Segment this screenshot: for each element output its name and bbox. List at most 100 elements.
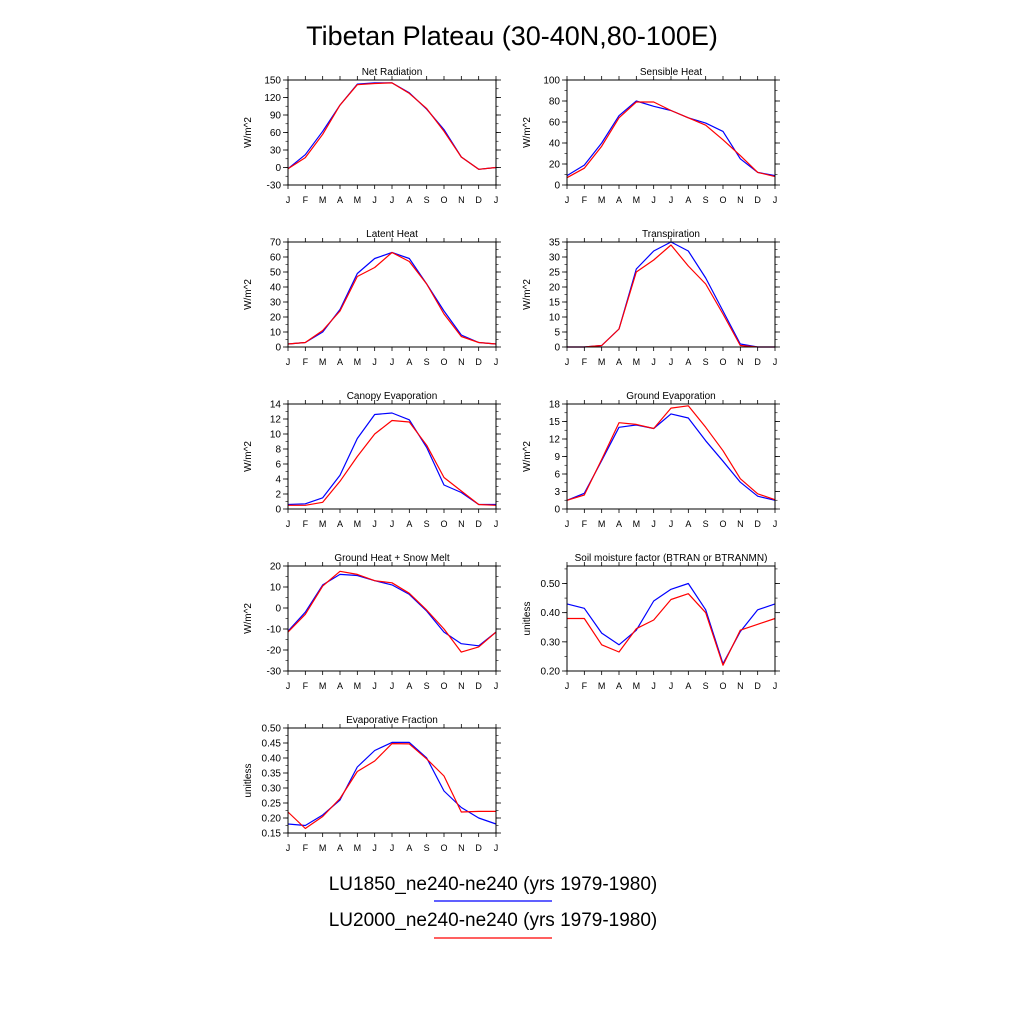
panel-4-xtick-label: M: [598, 357, 606, 367]
panel-9-title: Evaporative Fraction: [346, 715, 438, 726]
panel-3-series-lu2000: [287, 251, 497, 345]
panel-4-xtick-label: M: [633, 357, 641, 367]
panel-2-ytick-label: 40: [549, 139, 561, 150]
panel-2-xtick-label: N: [737, 195, 744, 205]
panel-1-title: Net Radiation: [362, 67, 423, 78]
panel-6-xtick-label: J: [669, 519, 674, 529]
panel-2-xtick-label: M: [633, 195, 641, 205]
panel-4-xtick-label: O: [719, 357, 726, 367]
panel-1-ytick-label: 30: [270, 146, 282, 157]
panel-3-ytick-label: 50: [270, 268, 282, 279]
panel-8-xtick-label: J: [651, 681, 656, 691]
panel-8-xtick-label: J: [669, 681, 674, 691]
panel-8-xtick-label: J: [565, 681, 570, 691]
panel-5-ytick-label: 10: [270, 430, 282, 441]
panel-5-series-lu1850: [287, 412, 496, 506]
panel-2-ylabel: W/m^2: [522, 117, 533, 148]
panel-6-ytick-label: 6: [554, 470, 560, 481]
panel-9-ytick-label: 0.25: [262, 799, 282, 810]
panel-7-xtick-label: M: [319, 681, 327, 691]
panel-7-series-lu2000: [287, 570, 497, 653]
panel-2-series-lu2000: [566, 101, 776, 179]
panel-3-ytick-label: 20: [270, 313, 282, 324]
panel-4-xtick-label: D: [754, 357, 761, 367]
panel-6-ytick-label: 12: [549, 435, 561, 446]
panel-6-xtick-label: O: [719, 519, 726, 529]
panel-5-ytick-label: 6: [275, 460, 281, 471]
panel-6-xtick-label: F: [582, 519, 588, 529]
panel-2-ytick-label: 20: [549, 160, 561, 171]
panel-6-ytick-label: 15: [549, 417, 561, 428]
panel-9-xtick-label: M: [319, 843, 327, 853]
panel-2-xtick-label: D: [754, 195, 761, 205]
panel-7-title: Ground Heat + Snow Melt: [334, 553, 450, 564]
panel-3-xtick-label: A: [406, 357, 412, 367]
panel-5-ytick-label: 14: [270, 400, 282, 411]
panel-5-xtick-label: A: [406, 519, 412, 529]
panel-4-xtick-label: F: [582, 357, 588, 367]
panel-7-ytick-label: 0: [275, 604, 281, 615]
panel-4-ytick-label: 0: [554, 343, 560, 354]
panel-9-ytick-label: 0.45: [262, 739, 282, 750]
panel-1-xtick-label: O: [440, 195, 447, 205]
panel-1-xtick-label: N: [458, 195, 465, 205]
panel-5-xtick-label: O: [440, 519, 447, 529]
panel-6-xtick-label: D: [754, 519, 761, 529]
panel-7-xtick-label: J: [372, 681, 377, 691]
panel-5-ytick-label: 0: [275, 505, 281, 516]
panel-1-xtick-label: J: [390, 195, 395, 205]
panel-3-ytick-label: 10: [270, 328, 282, 339]
panel-5-xtick-label: A: [337, 519, 343, 529]
panel-4-xtick-label: S: [703, 357, 709, 367]
panel-6-xtick-label: N: [737, 519, 744, 529]
panel-8-ytick-label: 0.20: [541, 667, 561, 678]
panel-9-xtick-label: A: [406, 843, 412, 853]
panel-8-xtick-label: D: [754, 681, 761, 691]
panel-1-xtick-label: D: [475, 195, 482, 205]
panel-2-ytick-label: 100: [543, 76, 560, 87]
panel-7-ylabel: W/m^2: [243, 603, 254, 634]
panel-2-ytick-label: 80: [549, 97, 561, 108]
panel-5-ytick-label: 12: [270, 415, 282, 426]
panel-9-xtick-label: J: [286, 843, 291, 853]
panel-7-ytick-label: 20: [270, 562, 282, 573]
panel-8-ytick-label: 0.40: [541, 608, 561, 619]
panel-9-ytick-label: 0.20: [262, 814, 282, 825]
panel-5-ylabel: W/m^2: [243, 441, 254, 472]
panel-1-xtick-label: A: [406, 195, 412, 205]
panel-4-ytick-label: 10: [549, 313, 561, 324]
panel-7-ytick-label: 10: [270, 583, 282, 594]
panel-8-ytick-label: 0.30: [541, 637, 561, 648]
panel-6-title: Ground Evaporation: [626, 391, 716, 402]
panel-5-xtick-label: F: [303, 519, 309, 529]
panel-1-ytick-label: 60: [270, 128, 282, 139]
panel-3-ytick-label: 40: [270, 283, 282, 294]
panel-9-xtick-label: M: [354, 843, 362, 853]
panel-1-xtick-label: J: [372, 195, 377, 205]
panel-4-xtick-label: A: [616, 357, 622, 367]
panel-8-xtick-label: M: [598, 681, 606, 691]
panel-2-xtick-label: J: [669, 195, 674, 205]
panel-4-ylabel: W/m^2: [522, 279, 533, 310]
panel-4-xtick-label: J: [669, 357, 674, 367]
panel-7-xtick-label: O: [440, 681, 447, 691]
panel-6-ytick-label: 0: [554, 505, 560, 516]
panel-3-xtick-label: A: [337, 357, 343, 367]
panel-2-xtick-label: A: [616, 195, 622, 205]
panel-9-ylabel: unitless: [243, 764, 254, 798]
panel-7-ytick-label: -20: [267, 646, 282, 657]
panel-2-xtick-label: J: [773, 195, 778, 205]
panel-4-series-lu2000: [567, 244, 775, 348]
panel-2-ytick-label: 60: [549, 118, 561, 129]
panel-9-ytick-label: 0.30: [262, 784, 282, 795]
panel-3-ytick-label: 30: [270, 298, 282, 309]
panel-7-xtick-label: J: [390, 681, 395, 691]
panel-1-series-lu2000: [287, 82, 497, 170]
panel-4-ytick-label: 30: [549, 253, 561, 264]
panel-5-xtick-label: S: [424, 519, 430, 529]
panel-5-xtick-label: D: [475, 519, 482, 529]
